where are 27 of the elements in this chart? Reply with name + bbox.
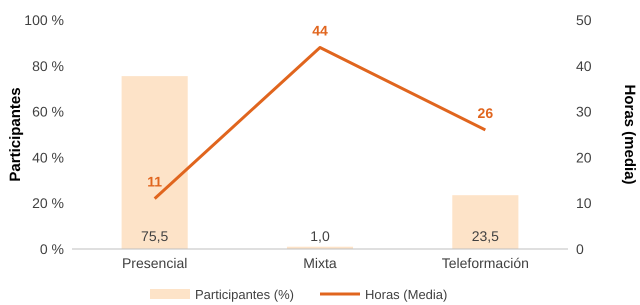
bar	[452, 195, 518, 249]
y-tick-label: 20 %	[32, 195, 64, 212]
data-label: 23,5	[472, 228, 500, 244]
bar	[122, 76, 188, 249]
y2-tick-label: 0	[576, 241, 584, 257]
x-tick-label: Mixta	[303, 255, 337, 271]
y2-tick-label: 30	[576, 104, 592, 120]
y2-tick-label: 10	[576, 195, 592, 212]
y2-tick-label: 40	[576, 58, 592, 74]
legend-label: Participantes (%)	[195, 287, 294, 302]
data-label: 75,5	[141, 228, 169, 244]
y-axis-title: Participantes	[7, 87, 24, 182]
legend-label: Horas (Media)	[365, 287, 448, 302]
y2-axis-title: Horas (media)	[621, 84, 638, 185]
y-tick-label: 60 %	[32, 104, 64, 120]
data-label: 26	[478, 104, 494, 121]
y-tick-label: 80 %	[32, 58, 64, 74]
y-tick-label: 40 %	[32, 149, 64, 166]
y-tick-label: 0 %	[40, 241, 64, 257]
y-tick-label: 100 %	[24, 12, 64, 28]
data-label: 1,0	[310, 228, 330, 244]
x-tick-label: Presencial	[122, 255, 188, 271]
data-label: 44	[312, 22, 328, 38]
x-tick-label: Teleformación	[442, 255, 529, 271]
data-label: 11	[147, 174, 162, 190]
y2-tick-label: 50	[576, 12, 592, 28]
y2-tick-label: 20	[576, 149, 592, 166]
